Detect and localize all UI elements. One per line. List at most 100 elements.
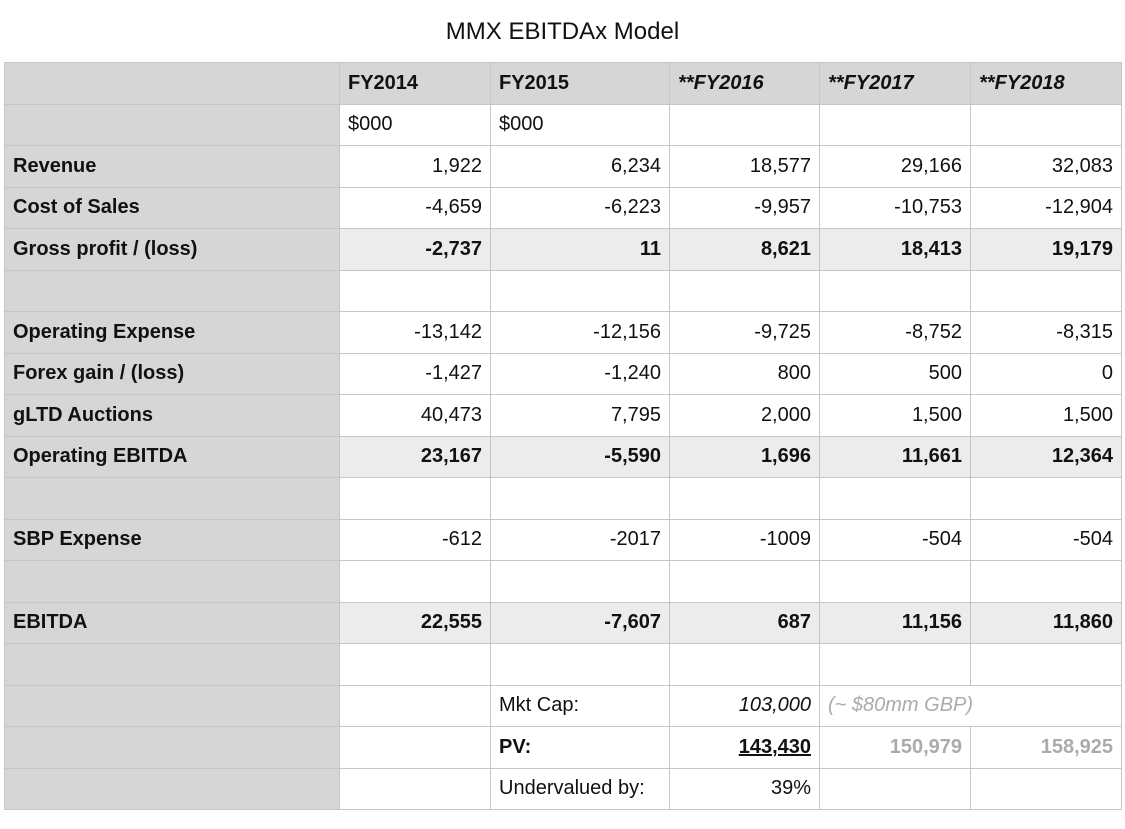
value-cell[interactable]: 23,167 [339, 435, 491, 478]
row-label-revenue[interactable]: Revenue [4, 145, 340, 188]
row-label-empty[interactable] [4, 103, 340, 146]
cell-empty[interactable] [669, 643, 820, 686]
mkt-cap-note[interactable]: (~ $80mm GBP) [819, 684, 973, 727]
value-cell[interactable]: 6,234 [490, 145, 670, 188]
value-cell[interactable]: 1,500 [819, 394, 971, 437]
row-label-forex[interactable]: Forex gain / (loss) [4, 352, 340, 395]
header-fy2016[interactable]: **FY2016 [669, 62, 820, 105]
row-label-gross-profit[interactable]: Gross profit / (loss) [4, 228, 340, 271]
header-fy2015[interactable]: FY2015 [490, 62, 670, 105]
value-cell[interactable]: -4,659 [339, 186, 491, 229]
value-cell[interactable]: 22,555 [339, 601, 491, 644]
cell-empty[interactable] [669, 269, 820, 312]
value-cell[interactable]: -1,427 [339, 352, 491, 395]
value-cell[interactable]: 2,000 [669, 394, 820, 437]
cell-empty[interactable] [339, 560, 491, 603]
value-cell[interactable]: 500 [819, 352, 971, 395]
value-cell[interactable]: -1,240 [490, 352, 670, 395]
value-cell[interactable]: -5,590 [490, 435, 670, 478]
value-cell[interactable]: -9,725 [669, 311, 820, 354]
cell-empty[interactable] [970, 269, 1122, 312]
value-cell[interactable]: -1009 [669, 518, 820, 561]
value-cell[interactable]: -12,156 [490, 311, 670, 354]
cell-empty[interactable] [819, 560, 971, 603]
cell-empty[interactable] [339, 684, 491, 727]
cell-empty[interactable] [970, 684, 1122, 727]
value-cell[interactable]: 40,473 [339, 394, 491, 437]
cell-empty[interactable] [339, 269, 491, 312]
mkt-cap-value[interactable]: 103,000 [669, 684, 820, 727]
cell-empty[interactable] [669, 560, 820, 603]
cell-empty[interactable] [339, 477, 491, 520]
row-label-empty[interactable] [4, 269, 340, 312]
value-cell[interactable]: 1,922 [339, 145, 491, 188]
value-cell[interactable]: -8,752 [819, 311, 971, 354]
cell-empty[interactable] [970, 477, 1122, 520]
unit-fy2015[interactable]: $000 [490, 103, 670, 146]
pv-value-fy2016[interactable]: 143,430 [669, 726, 820, 769]
value-cell[interactable]: 800 [669, 352, 820, 395]
value-cell[interactable]: 11,860 [970, 601, 1122, 644]
value-cell[interactable]: -504 [970, 518, 1122, 561]
value-cell[interactable]: 8,621 [669, 228, 820, 271]
row-label-empty[interactable] [4, 560, 340, 603]
value-cell[interactable]: 19,179 [970, 228, 1122, 271]
row-label-empty[interactable] [4, 477, 340, 520]
value-cell[interactable]: -9,957 [669, 186, 820, 229]
value-cell[interactable]: -504 [819, 518, 971, 561]
value-cell[interactable]: 0 [970, 352, 1122, 395]
value-cell[interactable]: -2017 [490, 518, 670, 561]
value-cell[interactable]: 18,413 [819, 228, 971, 271]
cell-empty[interactable] [970, 560, 1122, 603]
header-fy2017[interactable]: **FY2017 [819, 62, 971, 105]
value-cell[interactable]: -7,607 [490, 601, 670, 644]
cell-empty[interactable] [490, 560, 670, 603]
row-label-operating-ebitda[interactable]: Operating EBITDA [4, 435, 340, 478]
header-fy2018[interactable]: **FY2018 [970, 62, 1122, 105]
row-label-cost-of-sales[interactable]: Cost of Sales [4, 186, 340, 229]
value-cell[interactable]: 687 [669, 601, 820, 644]
cell-empty[interactable] [490, 643, 670, 686]
undervalued-label[interactable]: Undervalued by: [490, 767, 670, 810]
value-cell[interactable]: -612 [339, 518, 491, 561]
value-cell[interactable]: 1,500 [970, 394, 1122, 437]
row-label-ebitda[interactable]: EBITDA [4, 601, 340, 644]
undervalued-value[interactable]: 39% [669, 767, 820, 810]
cell-empty[interactable] [819, 103, 971, 146]
pv-value-fy2018[interactable]: 158,925 [970, 726, 1122, 769]
value-cell[interactable]: -12,904 [970, 186, 1122, 229]
value-cell[interactable]: 1,696 [669, 435, 820, 478]
cell-empty[interactable] [339, 726, 491, 769]
row-label-empty[interactable] [4, 767, 340, 810]
cell-empty[interactable] [490, 269, 670, 312]
value-cell[interactable]: -2,737 [339, 228, 491, 271]
row-label-empty[interactable] [4, 643, 340, 686]
unit-fy2014[interactable]: $000 [339, 103, 491, 146]
row-label-sbp-expense[interactable]: SBP Expense [4, 518, 340, 561]
cell-empty[interactable] [490, 477, 670, 520]
cell-empty[interactable] [819, 269, 971, 312]
cell-empty[interactable] [970, 643, 1122, 686]
value-cell[interactable]: 29,166 [819, 145, 971, 188]
cell-empty[interactable] [669, 103, 820, 146]
row-label-empty[interactable] [4, 684, 340, 727]
row-label-empty[interactable] [4, 726, 340, 769]
cell-empty[interactable] [339, 643, 491, 686]
pv-label[interactable]: PV: [490, 726, 670, 769]
value-cell[interactable]: -10,753 [819, 186, 971, 229]
value-cell[interactable]: 12,364 [970, 435, 1122, 478]
cell-empty[interactable] [819, 767, 971, 810]
cell-empty[interactable] [339, 767, 491, 810]
value-cell[interactable]: 32,083 [970, 145, 1122, 188]
cell-empty[interactable] [970, 767, 1122, 810]
mkt-cap-label[interactable]: Mkt Cap: [490, 684, 670, 727]
value-cell[interactable]: 7,795 [490, 394, 670, 437]
header-corner-cell[interactable] [4, 62, 340, 105]
value-cell[interactable]: -8,315 [970, 311, 1122, 354]
value-cell[interactable]: -6,223 [490, 186, 670, 229]
cell-empty[interactable] [819, 643, 971, 686]
header-fy2014[interactable]: FY2014 [339, 62, 491, 105]
cell-empty[interactable] [970, 103, 1122, 146]
value-cell[interactable]: 11,661 [819, 435, 971, 478]
pv-value-fy2017[interactable]: 150,979 [819, 726, 971, 769]
